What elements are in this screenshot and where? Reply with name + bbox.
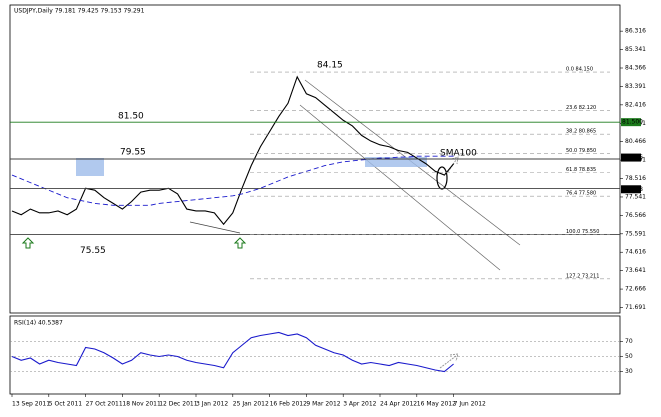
x-tick-label: 9 Mar 2012	[306, 401, 340, 408]
y-tick-label: 77.541	[625, 193, 646, 200]
annotation: 84.15	[317, 61, 343, 71]
x-tick-label: 16 Feb 2012	[270, 401, 308, 408]
x-tick-label: 27 Oct 2011	[86, 401, 123, 408]
y-tick-label: 85.341	[625, 46, 646, 53]
y-tick-label: 78.516	[625, 175, 646, 182]
y-tick-label: 70	[625, 338, 633, 345]
fib-label: 127.2 73.211	[566, 273, 599, 279]
channel-line	[299, 104, 501, 271]
price-tag-label: 81.500	[622, 119, 643, 126]
x-tick-label: 12 Dec 2011	[159, 401, 198, 408]
zone	[365, 157, 427, 167]
fib-label: 100.0 75.550	[566, 229, 599, 235]
y-tick-label: 76.566	[625, 212, 646, 219]
x-tick-label: 25 Jan 2012	[233, 401, 269, 408]
x-tick-label: 16 May 2012	[417, 401, 456, 408]
y-tick-label: 84.366	[625, 64, 646, 71]
rsi-title: RSI(14) 40.5387	[14, 320, 63, 327]
y-tick-label: 50	[625, 353, 633, 360]
price-tag-label: 77.948	[622, 186, 643, 193]
y-tick-label: 72.666	[625, 286, 646, 293]
price-tag	[621, 153, 641, 162]
annotation: 79.55	[120, 148, 146, 158]
fib-label: 23.6 82.120	[566, 105, 596, 111]
price-tag	[621, 185, 641, 194]
series-line	[11, 331, 454, 373]
fib-label: 38.2 80.865	[566, 129, 596, 135]
y-tick-label: 73.641	[625, 267, 646, 274]
up-arrow	[21, 237, 35, 249]
decorations	[21, 79, 521, 369]
up-arrow	[233, 237, 247, 249]
chart-title: USDJPY,Daily 79.181 79.425 79.153 79.291	[14, 8, 145, 15]
series-line	[11, 155, 454, 206]
x-tick-label: 18 Nov 2011	[122, 401, 161, 408]
x-tick-label: 13 Sep 2011	[12, 401, 50, 408]
trend-line	[189, 221, 241, 234]
y-tick-label: 30	[625, 368, 633, 375]
annotation: SMA100	[440, 149, 477, 159]
fib-label: 50.0 79.850	[566, 148, 596, 154]
price-tag-label: 79.626	[622, 154, 643, 161]
highlight	[436, 166, 448, 190]
y-tick-label: 75.591	[625, 230, 646, 237]
y-tick-label: 86.316	[625, 28, 646, 35]
x-tick-label: 3 Apr 2012	[343, 401, 376, 408]
x-tick-label: 24 Apr 2012	[380, 401, 417, 408]
y-tick-label: 80.466	[625, 138, 646, 145]
fib-label: 76.4 77.580	[566, 191, 596, 197]
arrow	[439, 353, 459, 369]
y-tick-label: 82.416	[625, 101, 646, 108]
y-tick-label: 83.391	[625, 83, 646, 90]
annotation: 75.55	[80, 246, 106, 256]
fib-label: 0.0 84.150	[566, 67, 593, 73]
x-tick-label: 5 Oct 2011	[49, 401, 82, 408]
y-tick-label: 74.616	[625, 249, 646, 256]
zone	[76, 158, 104, 176]
y-tick-label: 71.691	[625, 304, 646, 311]
x-tick-label: 3 Jan 2012	[196, 401, 228, 408]
fib-label: 61.8 78.835	[566, 167, 596, 173]
x-tick-label: 7 Jun 2012	[454, 401, 486, 408]
price-tag	[621, 118, 641, 127]
rsi-panel	[9, 315, 621, 395]
annotation: 81.50	[118, 112, 144, 122]
